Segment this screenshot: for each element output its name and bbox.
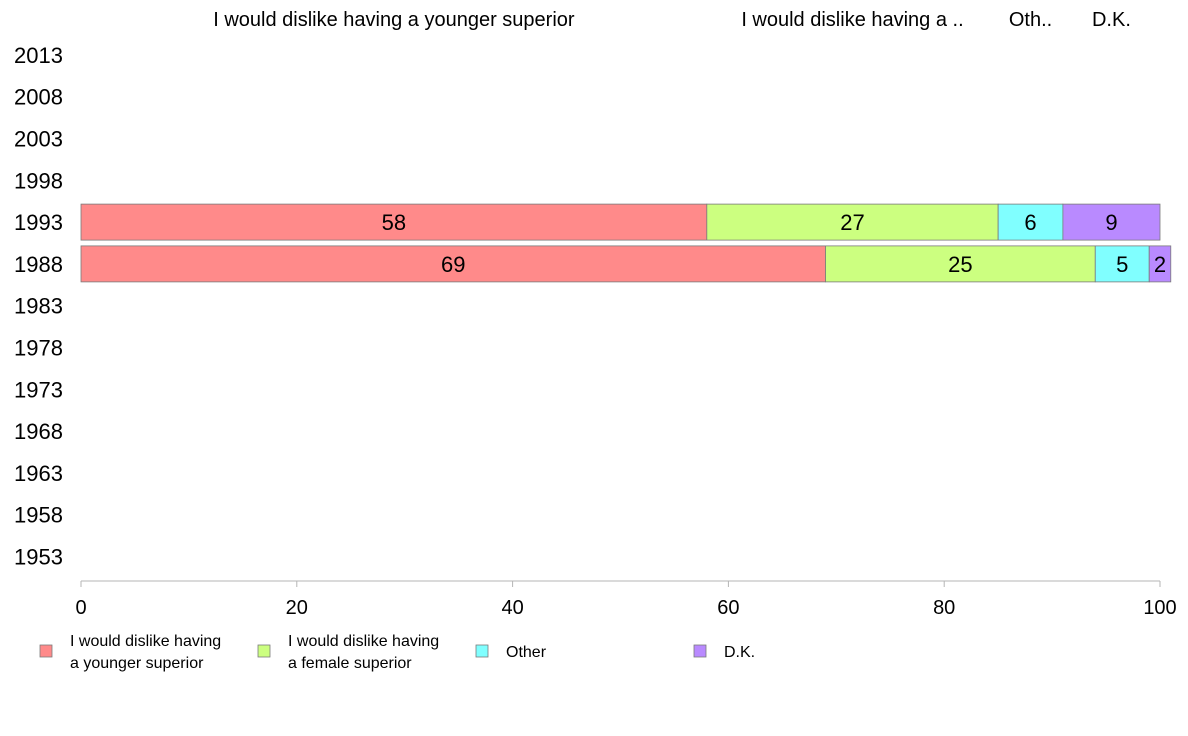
y-label-1968: 1968 <box>14 419 63 444</box>
data-label-1993-0: 58 <box>382 210 406 235</box>
y-label-1958: 1958 <box>14 503 63 528</box>
x-tick-label-20: 20 <box>286 597 308 619</box>
bar-segment-1988-2 <box>1094 245 1150 283</box>
x-axis: 0 20 40 60 80 100 <box>75 580 1177 619</box>
bar-segment-1988-3 <box>1148 245 1172 283</box>
data-label-1988-0: 69 <box>441 252 465 277</box>
y-label-1993: 1993 <box>14 210 63 235</box>
legend-label-0-0: I would dislike having <box>70 633 221 650</box>
legend-label-0-1: a younger superior <box>70 655 204 672</box>
data-label-1988-2: 5 <box>1116 252 1128 277</box>
bar-segment-1993-3 <box>1062 203 1161 241</box>
data-label-1988-3: 2 <box>1154 252 1166 277</box>
legend-swatch-3 <box>693 644 707 658</box>
bar-segment-1993-1 <box>706 203 999 241</box>
bar-segment-1993-2 <box>997 203 1064 241</box>
column-header-3: D.K. <box>1092 9 1131 31</box>
bar-segment-1993-0 <box>80 203 708 241</box>
y-label-1983: 1983 <box>14 294 63 319</box>
x-tick-label-0: 0 <box>75 597 86 619</box>
y-label-1988: 1988 <box>14 252 63 277</box>
bar-segment-1988-1 <box>825 245 1096 283</box>
column-headers: I would dislike having a younger superio… <box>213 9 1131 31</box>
data-label-1993-3: 9 <box>1105 210 1117 235</box>
data-label-1993-1: 27 <box>840 210 864 235</box>
y-label-1998: 1998 <box>14 168 63 193</box>
legend: I would dislike having a younger superior… <box>39 633 755 672</box>
bars: 58 27 6 969 25 5 2 <box>80 203 1172 283</box>
y-label-2013: 2013 <box>14 43 63 68</box>
column-header-1: I would dislike having a .. <box>741 9 963 31</box>
bar-segment-1988-0 <box>80 245 826 283</box>
data-label-1993-2: 6 <box>1024 210 1036 235</box>
legend-label-1-0: I would dislike having <box>288 633 439 650</box>
y-label-1953: 1953 <box>14 545 63 570</box>
x-tick-label-40: 40 <box>501 597 523 619</box>
y-label-2008: 2008 <box>14 85 63 110</box>
y-label-1963: 1963 <box>14 461 63 486</box>
x-tick-label-80: 80 <box>933 597 955 619</box>
x-tick-label-60: 60 <box>717 597 739 619</box>
legend-swatch-0 <box>39 644 53 658</box>
legend-label-3: D.K. <box>724 644 755 661</box>
data-label-1988-1: 25 <box>948 252 972 277</box>
y-label-1978: 1978 <box>14 336 63 361</box>
y-label-2003: 2003 <box>14 127 63 152</box>
column-header-2: Oth.. <box>1009 9 1052 31</box>
column-header-0: I would dislike having a younger superio… <box>213 9 575 31</box>
y-axis-labels: 2013 2008 2003 1998 1993 1988 1983 1978 1973 1968… <box>14 43 63 570</box>
legend-label-2: Other <box>506 644 547 661</box>
legend-label-1-1: a female superior <box>288 655 412 672</box>
x-tick-label-100: 100 <box>1143 597 1176 619</box>
legend-swatch-1 <box>257 644 271 658</box>
legend-swatch-2 <box>475 644 489 658</box>
y-label-1973: 1973 <box>14 377 63 402</box>
